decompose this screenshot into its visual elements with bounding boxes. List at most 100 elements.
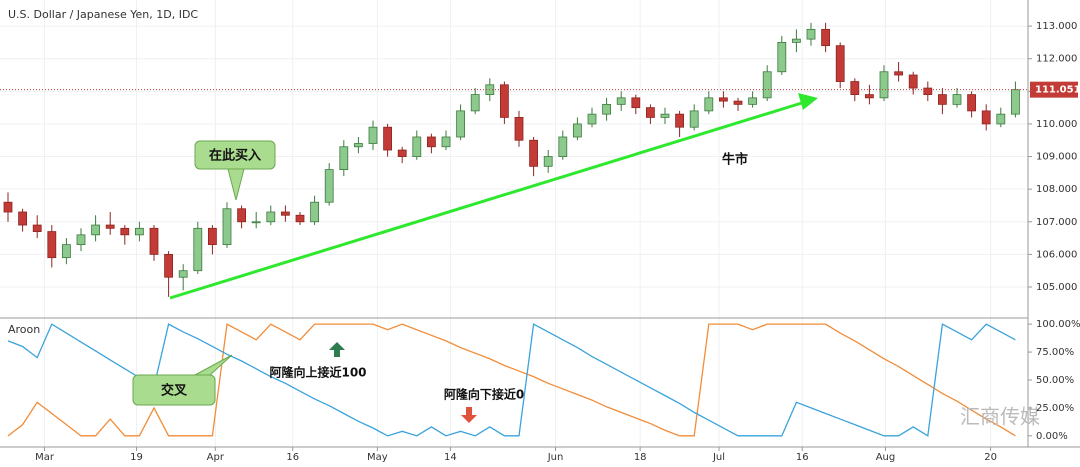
cross-annotation: 交叉 xyxy=(161,383,188,399)
candle-body xyxy=(675,113,684,128)
candle-body xyxy=(18,211,28,226)
candle-body xyxy=(558,136,568,157)
candle-body xyxy=(426,136,436,148)
candle-body xyxy=(397,149,407,157)
candle-body xyxy=(62,244,71,259)
candle-body xyxy=(324,169,334,203)
aroon-down-annotation: 阿隆向下接近0 xyxy=(444,387,524,402)
indicator-title: Aroon xyxy=(8,323,40,336)
down-arrow-icon xyxy=(461,407,477,423)
candle-body xyxy=(237,208,247,223)
up-arrow-icon xyxy=(329,342,345,357)
y-tick-label: 100.00% xyxy=(1036,319,1080,330)
grid xyxy=(0,0,1028,447)
y-tick-label: 0.00% xyxy=(1036,431,1068,442)
candle-body xyxy=(339,146,349,170)
candle-body xyxy=(704,97,714,112)
marks xyxy=(0,22,1028,437)
candle-body xyxy=(251,221,261,224)
candle-body xyxy=(821,28,830,47)
candle-body xyxy=(923,87,933,95)
candle-body xyxy=(908,74,918,89)
candle-body xyxy=(850,81,860,95)
x-tick-label: May xyxy=(367,452,388,463)
candle-body xyxy=(178,270,188,278)
candle-body xyxy=(47,231,57,259)
candle-body xyxy=(762,71,772,99)
x-tick-label: 18 xyxy=(634,452,647,463)
candle-body xyxy=(748,97,757,105)
buy-annotation: 在此买入 xyxy=(209,148,261,164)
candle-body xyxy=(76,234,86,246)
candle-body xyxy=(573,123,582,138)
candle-body xyxy=(938,94,947,105)
y-tick-label: 105.000 xyxy=(1036,282,1077,293)
candle-body xyxy=(543,156,553,167)
x-tick-label: 20 xyxy=(984,452,997,463)
candle-body xyxy=(879,71,889,99)
candle-body xyxy=(222,208,232,246)
bull-annotation: 牛市 xyxy=(722,152,748,168)
y-tick-label: 109.000 xyxy=(1036,152,1077,163)
x-tick-label: Jun xyxy=(547,452,564,463)
y-tick-label: 25.00% xyxy=(1036,403,1074,414)
y-tick-label: 112.000 xyxy=(1036,54,1077,65)
candle-body xyxy=(164,253,174,278)
candle-body xyxy=(499,84,509,118)
y-tick-label: 113.000 xyxy=(1036,21,1077,32)
chart-title: U.S. Dollar / Japanese Yen, 1D, IDC xyxy=(8,8,198,21)
candle-body xyxy=(981,110,991,125)
x-tick-label: Jul xyxy=(712,452,725,463)
candle-body xyxy=(120,227,130,236)
y-tick-label: 106.000 xyxy=(1036,249,1077,260)
candle-body xyxy=(310,201,320,223)
candle-body xyxy=(134,227,144,236)
candle-body xyxy=(719,97,728,102)
candle-body xyxy=(266,211,276,223)
watermark: 汇商传媒 xyxy=(960,405,1040,429)
candle-body xyxy=(149,227,159,255)
candle-body xyxy=(470,94,480,112)
x-tick-label: Mar xyxy=(35,452,55,463)
candle-body xyxy=(631,97,641,109)
candle-body xyxy=(660,113,670,118)
y-tick-label: 107.000 xyxy=(1036,217,1077,228)
candle-body xyxy=(587,113,597,125)
y-tick-label: 110.000 xyxy=(1036,119,1077,130)
x-tick-label: 14 xyxy=(444,452,457,463)
candle-body xyxy=(441,136,451,148)
candle-body xyxy=(733,100,743,105)
cross-callout xyxy=(132,374,216,406)
candle-body xyxy=(456,110,466,138)
x-tick-label: Aug xyxy=(876,452,896,463)
candle-body xyxy=(777,42,787,73)
candle-body xyxy=(353,143,363,148)
last-price-label: 111.051 xyxy=(1035,85,1080,96)
candle-body xyxy=(967,94,976,112)
candle-body xyxy=(412,136,422,157)
candle-body xyxy=(193,227,203,272)
candle-body xyxy=(105,224,115,229)
candle-body xyxy=(806,28,816,40)
candle-body xyxy=(996,113,1006,125)
candle-body xyxy=(207,227,217,246)
candle-body xyxy=(368,126,378,144)
y-tick-label: 108.000 xyxy=(1036,184,1077,195)
candle-body xyxy=(1011,89,1020,115)
candle-body xyxy=(383,126,393,151)
cross-callout-pointer xyxy=(194,354,233,376)
last-price-box xyxy=(1030,81,1078,98)
candle-body xyxy=(616,97,626,105)
buy-callout-pointer xyxy=(227,168,245,201)
aroon-line xyxy=(7,323,1016,437)
candle-body xyxy=(602,103,611,115)
y-tick-label: 75.00% xyxy=(1036,347,1074,358)
x-tick-label: Apr xyxy=(207,452,225,463)
candle-body xyxy=(894,71,903,76)
candle-body xyxy=(529,139,538,167)
x-tick-label: 16 xyxy=(796,452,809,463)
candle-body xyxy=(646,107,655,118)
candle-body xyxy=(280,211,290,216)
trend-arrow-head xyxy=(798,93,818,110)
